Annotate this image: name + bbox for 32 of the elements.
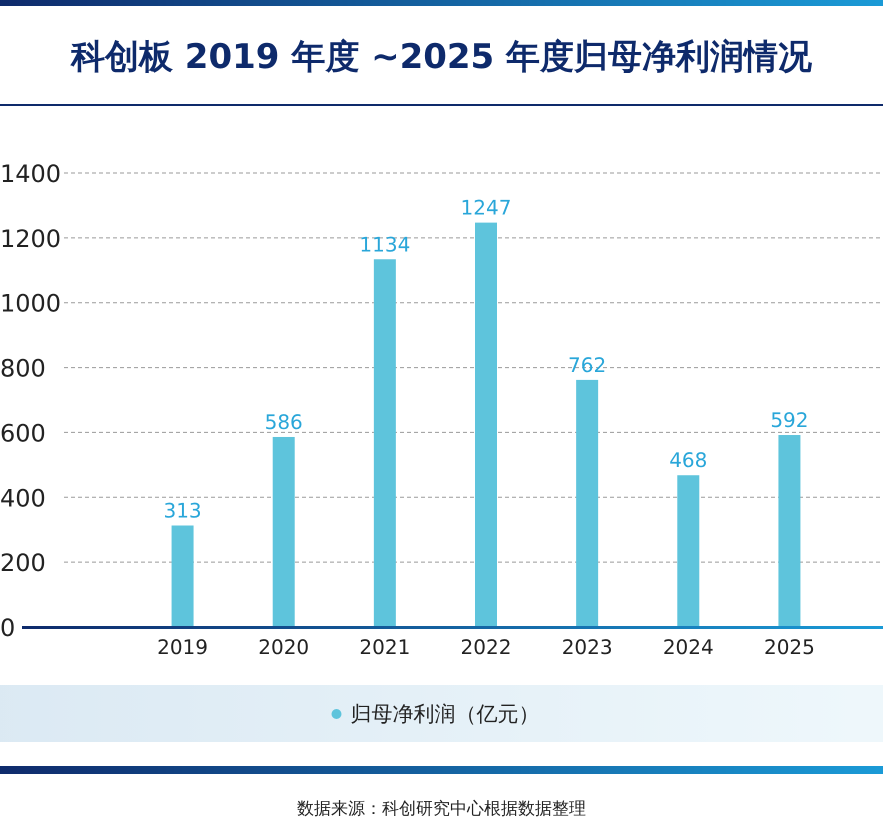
x-tick-label: 2025 <box>764 635 815 659</box>
source-note: 数据来源：科创研究中心根据数据整理 <box>297 799 586 819</box>
legend-label: 归母净利润（亿元） <box>350 702 540 726</box>
bar <box>272 436 295 627</box>
data-label: 586 <box>264 410 303 434</box>
x-tick-label: 2022 <box>460 635 512 659</box>
data-label: 1134 <box>359 232 410 256</box>
x-tick-label: 2023 <box>562 635 613 659</box>
data-label: 592 <box>770 408 809 432</box>
data-label: 1247 <box>460 196 512 220</box>
bar <box>374 259 396 627</box>
y-tick-label: 800 <box>0 354 46 383</box>
data-label: 762 <box>568 352 606 377</box>
y-tick-label: 200 <box>0 549 46 578</box>
y-tick-label: 1200 <box>0 224 62 253</box>
x-tick-label: 2021 <box>359 635 410 659</box>
bar <box>172 526 194 627</box>
bar <box>677 475 700 627</box>
data-label: 468 <box>669 448 708 472</box>
y-tick-label: 1000 <box>0 290 62 318</box>
y-tick-label: 0 <box>0 614 16 642</box>
y-tick-label: 1400 <box>0 160 62 188</box>
x-tick-label: 2019 <box>157 635 208 659</box>
x-tick-label: 2024 <box>662 635 714 659</box>
bar <box>576 380 598 627</box>
bar <box>778 435 800 627</box>
chart-title: 科创板 2019 年度 ~2025 年度归母净利润情况 <box>70 37 814 77</box>
y-tick-label: 400 <box>0 484 46 512</box>
bar <box>475 222 497 627</box>
y-tick-label: 600 <box>0 419 46 448</box>
x-tick-label: 2020 <box>258 635 310 659</box>
data-label: 313 <box>163 498 202 522</box>
